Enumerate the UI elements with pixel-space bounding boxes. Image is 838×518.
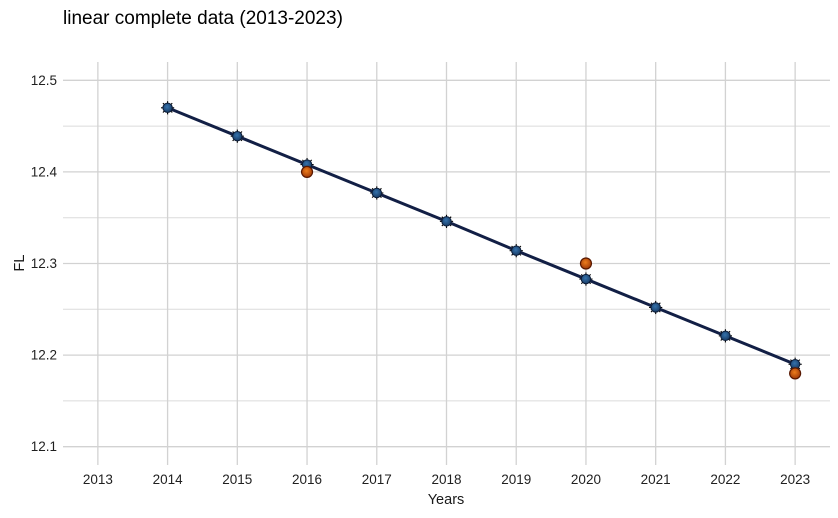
x-tick-label: 2021 [641, 472, 671, 487]
fitted-data-point [720, 330, 731, 342]
x-tick-label: 2013 [83, 472, 113, 487]
x-axis-title: Years [427, 492, 465, 508]
y-tick-label: 12.2 [31, 348, 57, 363]
x-tick-label: 2022 [710, 472, 740, 487]
fitted-data-point [511, 245, 522, 256]
y-tick-label: 12.3 [31, 256, 57, 271]
fitted-data-point [441, 216, 452, 227]
fitted-data-point [162, 102, 173, 113]
x-tick-label: 2023 [780, 472, 810, 487]
fitted-data-point [580, 273, 592, 285]
fitted-data-point [371, 187, 382, 199]
x-tick-label: 2017 [362, 472, 392, 487]
fitted-data-point [232, 130, 243, 142]
x-tick-label: 2018 [431, 472, 461, 487]
fitted-trend-line [166, 106, 797, 366]
y-tick-label: 12.5 [31, 73, 57, 88]
x-tick-label: 2015 [222, 472, 252, 487]
chart-title: linear complete data (2013-2023) [63, 8, 343, 29]
y-tick-label: 12.4 [31, 164, 58, 179]
y-tick-label: 12.1 [31, 439, 57, 454]
x-tick-label: 2020 [571, 472, 601, 487]
observed-data-point [579, 257, 593, 270]
x-tick-label: 2016 [292, 472, 322, 487]
x-tick-label: 2014 [153, 472, 184, 487]
y-axis-title: FL [12, 254, 28, 272]
observed-data-point [789, 367, 802, 380]
x-tick-label: 2019 [501, 472, 531, 487]
fitted-data-point [650, 302, 661, 313]
observed-data-point [300, 165, 314, 179]
